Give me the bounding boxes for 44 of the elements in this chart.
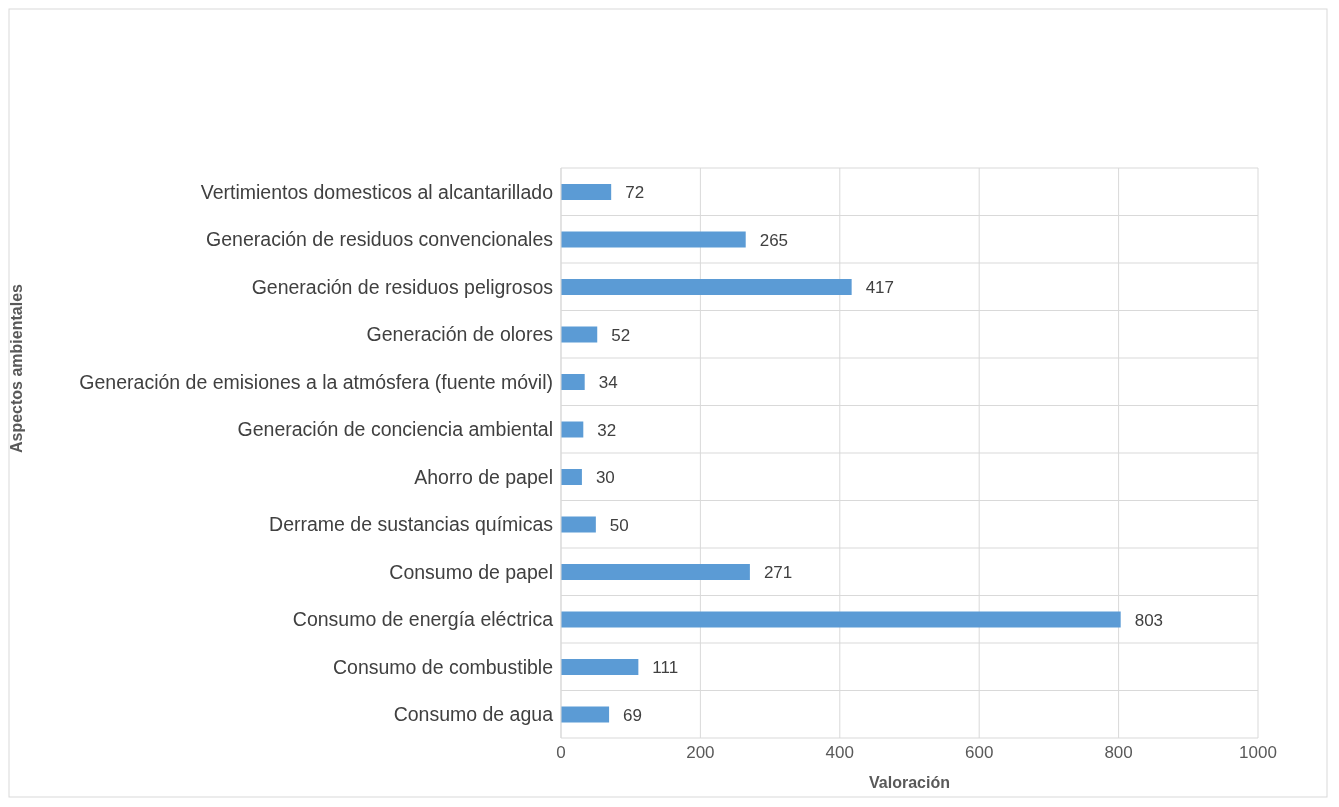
y-tick-label: Consumo de energía eléctrica [292,608,554,631]
x-tick-label: 600 [965,743,994,763]
bar [561,231,746,248]
data-label: 803 [1134,610,1164,630]
data-label: 72 [625,183,645,203]
y-tick-label: Generación de emisiones a la atmósfera (fuente móvil) [79,370,553,393]
x-tick-label: 200 [686,743,715,763]
y-tick-label: Consumo de combustible [332,655,553,678]
y-tick-label: Generación de conciencia ambiental [237,418,553,441]
x-tick-label: 800 [1104,743,1133,763]
data-label: 50 [609,515,629,535]
x-tick-label: 0 [556,743,566,763]
bar [561,659,639,675]
data-label: 69 [623,705,643,725]
data-label: 34 [598,373,618,393]
data-label: 52 [611,325,631,345]
bar [561,611,1121,628]
data-label: 111 [652,658,679,678]
y-tick-label: Ahorro de papel [414,465,553,488]
data-label: 417 [865,278,895,298]
y-tick-label: Vertimientos domesticos al alcantarillado [200,180,554,203]
bar [561,706,610,723]
bar [561,564,750,580]
x-tick-label: 1000 [1239,743,1277,763]
x-tick-label: 400 [825,743,854,763]
y-tick-label: Consumo de papel [389,560,553,583]
bar [561,516,596,533]
data-label: 271 [763,563,793,583]
bar [561,326,598,343]
bar [561,279,852,295]
bar [561,421,584,438]
x-axis-title: Valoración [869,774,950,791]
y-tick-label: Generación de residuos peligrosos [251,275,554,298]
bar [561,469,582,485]
y-tick-label: Derrame de sustancias químicas [269,513,554,536]
data-label: 265 [759,230,789,250]
y-tick-label: Generación de olores [366,323,554,346]
bar [561,184,612,200]
bar [561,374,585,390]
y-tick-label: Consumo de agua [393,703,554,726]
data-label: 30 [595,468,615,488]
data-label: 32 [597,420,617,440]
y-axis-title: Aspectos ambientales [7,283,25,453]
y-tick-label: Generación de residuos convencionales [206,228,554,251]
